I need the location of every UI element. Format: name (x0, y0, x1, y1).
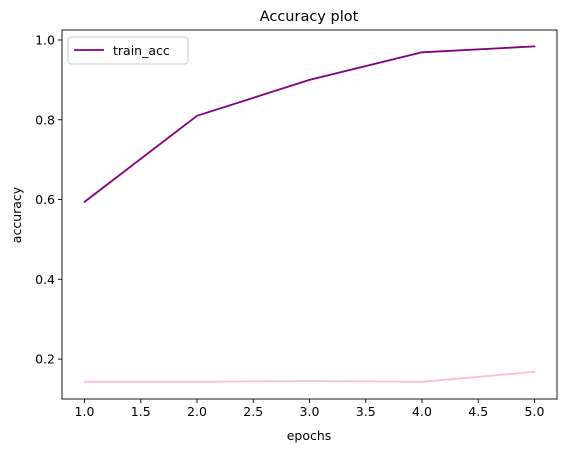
x-axis-label: epochs (287, 428, 332, 443)
y-tick-label: 0.2 (35, 352, 55, 367)
x-tick-label: 5.0 (525, 404, 545, 419)
chart-title: Accuracy plot (260, 9, 359, 25)
y-tick-label: 0.6 (35, 192, 55, 207)
plot-frame (61, 29, 558, 400)
x-tick-label: 1.0 (75, 404, 95, 419)
legend: train_acc (67, 36, 189, 65)
x-tick-label: 1.5 (131, 404, 151, 419)
x-tick-label: 4.0 (412, 404, 432, 419)
y-tick-label: 0.8 (35, 112, 55, 127)
y-tick-label: 0.4 (35, 272, 55, 287)
series-line-train-acc (83, 45, 536, 203)
axes: 1.0 1.5 2.0 2.5 3.0 3.5 4.0 4.5 5.0 0.2 0.4 0.6 0.8 1… (35, 32, 544, 419)
plot-area (83, 45, 536, 383)
y-axis-label: accuracy (9, 186, 24, 243)
series-line-2 (83, 370, 536, 383)
y-tick-label: 1.0 (35, 32, 55, 47)
legend-box (67, 36, 189, 65)
x-tick-label: 4.5 (468, 404, 488, 419)
x-tick-label: 2.5 (243, 404, 263, 419)
x-tick-label: 3.5 (356, 404, 376, 419)
x-tick-label: 2.0 (187, 404, 207, 419)
x-tick-label: 3.0 (300, 404, 320, 419)
legend-label-train-acc: train_acc (113, 43, 170, 58)
